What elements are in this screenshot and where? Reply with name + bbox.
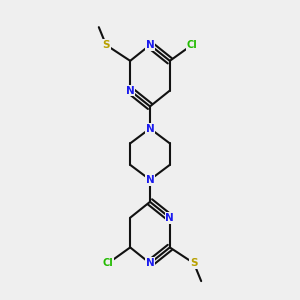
Text: N: N bbox=[146, 40, 154, 50]
Text: S: S bbox=[190, 258, 198, 268]
Text: N: N bbox=[146, 124, 154, 134]
Text: Cl: Cl bbox=[187, 40, 197, 50]
Text: Cl: Cl bbox=[103, 258, 113, 268]
Text: S: S bbox=[102, 40, 110, 50]
Text: N: N bbox=[146, 258, 154, 268]
Text: N: N bbox=[126, 85, 135, 96]
Text: N: N bbox=[146, 175, 154, 185]
Text: N: N bbox=[165, 213, 174, 223]
